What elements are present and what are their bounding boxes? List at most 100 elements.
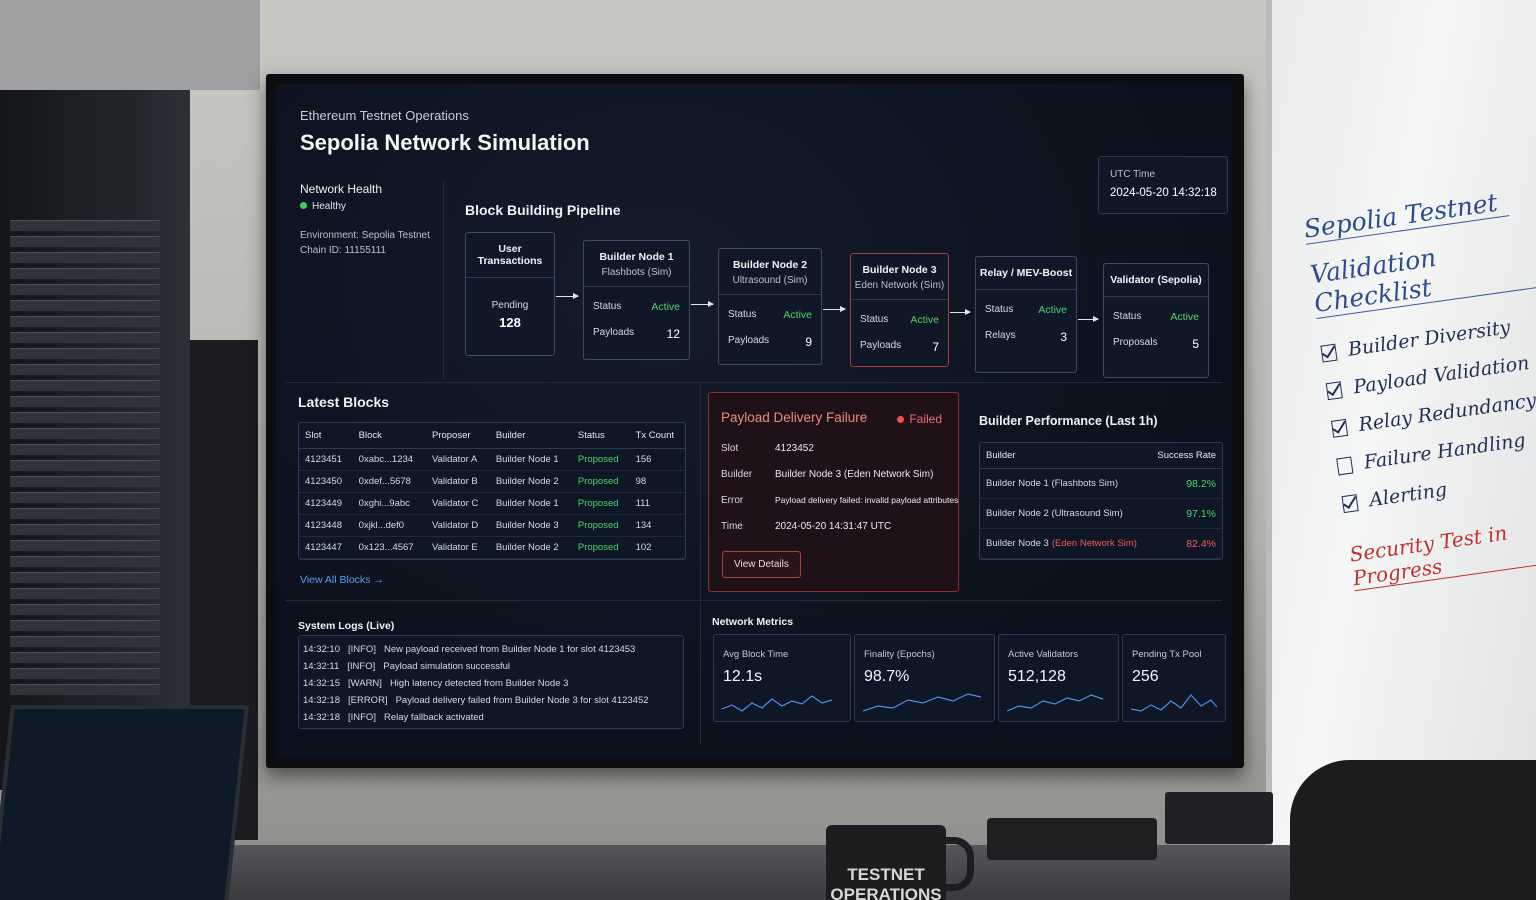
divider bbox=[700, 384, 701, 744]
column-header: Slot bbox=[299, 423, 353, 449]
mug-text: OPERATIONS bbox=[830, 885, 942, 900]
rack-unit bbox=[10, 332, 160, 343]
column-header: Proposer bbox=[425, 423, 490, 449]
subtitle: Ethereum Testnet Operations bbox=[300, 108, 469, 123]
view-all-link[interactable]: View All Blocks → bbox=[300, 574, 384, 586]
rack-unit bbox=[10, 428, 160, 439]
whiteboard: Sepolia Testnet Validation Checklist Build… bbox=[1266, 0, 1536, 880]
field-label: Payloads bbox=[728, 335, 770, 346]
block-row: 4123447 0x123...4567 Validator E Builder No… bbox=[299, 536, 685, 559]
field-label: Proposals bbox=[1113, 337, 1158, 348]
node-separator bbox=[976, 283, 1076, 290]
cell: Validator E bbox=[425, 536, 490, 559]
node-field: Proposals 5 bbox=[1104, 337, 1208, 351]
view-details-button[interactable]: View Details bbox=[722, 551, 801, 578]
rack-unit bbox=[10, 492, 160, 503]
rack-unit bbox=[10, 604, 160, 615]
field-value: Active bbox=[910, 314, 939, 326]
status-dot bbox=[300, 202, 307, 209]
builder-name: Builder Node 1 (Flashbots Sim) bbox=[986, 478, 1118, 489]
cell: 0xghi...9abc bbox=[352, 492, 426, 515]
cell: Validator B bbox=[425, 470, 490, 493]
node-name: User Transactions bbox=[477, 243, 543, 267]
cell: 0xabc...1234 bbox=[352, 448, 426, 471]
node-name: Relay / MEV-Boost bbox=[979, 267, 1073, 279]
node-field: Status Active bbox=[976, 304, 1076, 316]
mug: TESTNET OPERATIONS bbox=[826, 825, 974, 900]
failure-panel: Payload Delivery Failure Failed Slot 412345… bbox=[708, 392, 959, 592]
metric-card: Active Validators 512,128 bbox=[998, 634, 1119, 722]
builder-row: Builder Node 3 (Eden Network Sim) 82.4% bbox=[980, 528, 1222, 559]
cell: Proposed bbox=[571, 492, 630, 515]
log-time: 14:32:18 bbox=[303, 695, 340, 706]
rack-unit bbox=[10, 236, 160, 247]
block-row: 4123451 0xabc...1234 Validator A Builder No… bbox=[299, 448, 685, 471]
field-value: 12 bbox=[666, 327, 680, 341]
field-label: Status bbox=[860, 314, 889, 325]
rack-unit bbox=[10, 444, 160, 455]
log-time: 14:32:18 bbox=[303, 712, 340, 723]
field-value: 128 bbox=[499, 315, 521, 330]
field-value: Active bbox=[1038, 304, 1067, 316]
builder-detail: (Eden Network Sim) bbox=[1051, 538, 1137, 549]
sparkline bbox=[1007, 694, 1104, 712]
rack-unit bbox=[10, 524, 160, 535]
builder-name: Builder Node 3 bbox=[986, 538, 1049, 549]
cell: Validator A bbox=[425, 448, 490, 471]
node-field: Payloads 9 bbox=[719, 335, 821, 349]
field-label: Error bbox=[721, 495, 744, 506]
checkbox bbox=[1341, 493, 1359, 513]
rack-unit bbox=[10, 588, 160, 599]
builder-name: Builder Node 2 (Ultrasound Sim) bbox=[986, 508, 1123, 519]
success-rate: 97.1% bbox=[1148, 498, 1222, 529]
pipeline-arrow bbox=[1078, 316, 1099, 322]
cell: Proposed bbox=[571, 470, 630, 493]
success-rate: 82.4% bbox=[1148, 528, 1222, 559]
log-message: New payload received from Builder Node 1… bbox=[383, 644, 636, 655]
log-entry: 14:32:11 [INFO] Payload simulation success… bbox=[303, 661, 679, 678]
dashboard: Ethereum Testnet Operations Sepolia Netwo… bbox=[276, 84, 1232, 758]
cell: 156 bbox=[629, 448, 685, 471]
field-value: 9 bbox=[805, 335, 812, 349]
rack-unit bbox=[10, 652, 160, 663]
metric-value: 98.7% bbox=[864, 668, 910, 685]
node-field: Relays 3 bbox=[976, 330, 1076, 344]
cell: Builder Node 1 bbox=[489, 448, 572, 471]
pipeline-arrow bbox=[691, 301, 714, 307]
blocks-table: Slot Block Proposer Builder Status Tx Count 41… bbox=[298, 422, 686, 560]
node-field: Pending 128 bbox=[466, 300, 554, 330]
builder-cell: Builder Node 2 (Ultrasound Sim) bbox=[980, 498, 1149, 529]
field-label: Status bbox=[1113, 311, 1142, 322]
checkbox bbox=[1320, 343, 1338, 363]
log-level: [ERROR] bbox=[347, 695, 388, 706]
rack-unit bbox=[10, 684, 160, 695]
pipeline-arrow bbox=[556, 293, 579, 299]
success-rate: 98.2% bbox=[1148, 468, 1222, 499]
cell: 102 bbox=[629, 536, 685, 559]
cell: 0x123...4567 bbox=[352, 536, 426, 559]
desk bbox=[0, 845, 1536, 900]
node-field: Status Active bbox=[1104, 311, 1208, 323]
mug-text: TESTNET bbox=[847, 865, 925, 884]
metric-label: Finality (Epochs) bbox=[864, 649, 935, 660]
cell: Builder Node 1 bbox=[489, 492, 572, 515]
logs-title: System Logs (Live) bbox=[298, 620, 395, 632]
column-header: Builder bbox=[980, 443, 1149, 469]
log-time: 14:32:15 bbox=[303, 678, 340, 689]
laptop bbox=[0, 705, 249, 900]
pipeline-node: Validator (Sepolia) Status Active Proposals… bbox=[1103, 263, 1209, 378]
field-value: 4123452 bbox=[775, 443, 814, 454]
log-message: Payload delivery failed from Builder Nod… bbox=[395, 695, 649, 706]
metric-value: 512,128 bbox=[1008, 668, 1066, 685]
cell: 0xdef...5678 bbox=[352, 470, 426, 493]
metrics-title: Network Metrics bbox=[712, 616, 794, 628]
chair bbox=[1290, 760, 1536, 900]
cell: 111 bbox=[629, 492, 685, 515]
log-message: Relay fallback activated bbox=[383, 712, 484, 723]
cell: 134 bbox=[629, 514, 685, 537]
node-subtitle: Eden Network (Sim) bbox=[851, 280, 948, 300]
server-rack bbox=[0, 90, 190, 790]
rack-unit bbox=[10, 380, 160, 391]
builder-row: Builder Node 1 (Flashbots Sim) 98.2% bbox=[980, 468, 1222, 499]
header-row: Slot Block Proposer Builder Status Tx Count bbox=[299, 423, 685, 449]
